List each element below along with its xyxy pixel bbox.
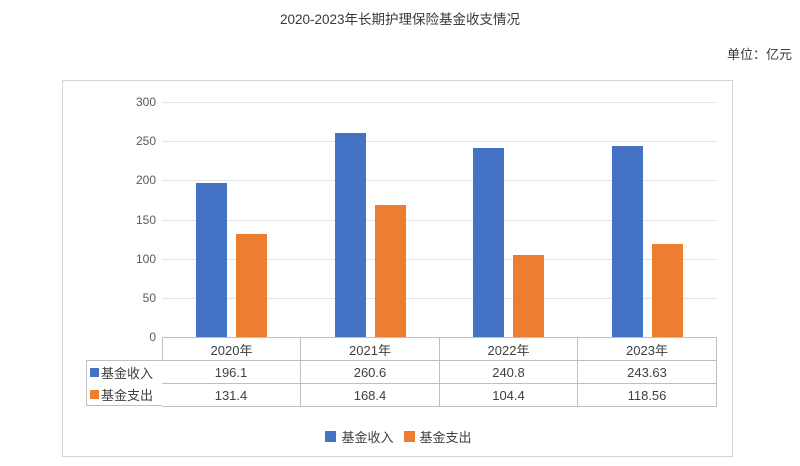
bar-基金收入-2023年 (612, 146, 643, 337)
y-axis-tick-label: 300 (135, 95, 156, 109)
table-value-cell: 168.4 (301, 384, 440, 407)
table-value-cell: 196.1 (162, 361, 301, 384)
legend: 基金收入 基金支出 (63, 427, 734, 446)
gridline (162, 220, 717, 221)
table-value-cell: 104.4 (440, 384, 578, 407)
table-value-cell: 243.63 (578, 361, 717, 384)
gridline (162, 298, 717, 299)
chart-title: 2020-2023年长期护理保险基金收支情况 (279, 12, 521, 27)
table-header-cell: 2022年 (440, 337, 578, 361)
table-header-cell: 2021年 (301, 337, 440, 361)
y-axis-tick-label: 50 (142, 291, 156, 305)
gridline (162, 259, 717, 260)
bar-基金收入-2020年 (196, 183, 227, 337)
table-series-name: 基金支出 (101, 387, 154, 403)
table-value-cell: 240.8 (440, 361, 578, 384)
bar-基金收入-2022年 (473, 148, 504, 337)
table-value-cell: 131.4 (162, 384, 301, 407)
gridline (162, 102, 717, 103)
table-series-label: 基金收入 (86, 360, 163, 384)
series-marker-icon (90, 367, 99, 377)
bar-基金支出-2021年 (375, 205, 406, 337)
series-marker-icon (90, 389, 99, 399)
y-axis-tick-label: 0 (149, 330, 156, 344)
bar-基金支出-2023年 (652, 244, 683, 337)
y-axis-tick-label: 100 (135, 252, 156, 266)
table-value-cell: 260.6 (301, 361, 440, 384)
legend-item-基金收入: 基金收入 (325, 427, 394, 446)
gridline (162, 141, 717, 142)
bar-基金支出-2022年 (513, 255, 544, 337)
unit-label: 单位：亿元 (726, 47, 792, 62)
legend-label: 基金收入 (341, 430, 394, 445)
table-series-name: 基金收入 (101, 365, 154, 381)
legend-item-基金支出: 基金支出 (403, 427, 472, 446)
legend-label: 基金支出 (419, 430, 472, 445)
table-value-cell: 118.56 (578, 384, 717, 407)
table-series-label: 基金支出 (86, 383, 163, 406)
chart-container: 0 50 100 150 200 250 300 2020年 2021年 2022年 2023年基… (62, 80, 733, 457)
gridline (162, 180, 717, 181)
legend-swatch-icon (403, 431, 415, 442)
table-header-cell: 2023年 (578, 337, 717, 361)
y-axis-tick-label: 250 (135, 134, 156, 148)
bar-基金收入-2021年 (335, 133, 366, 337)
y-axis-tick-label: 150 (135, 213, 156, 227)
bar-基金支出-2020年 (236, 234, 267, 337)
legend-swatch-icon (325, 431, 337, 442)
y-axis-tick-label: 200 (135, 173, 156, 187)
table-header-cell: 2020年 (162, 337, 301, 361)
